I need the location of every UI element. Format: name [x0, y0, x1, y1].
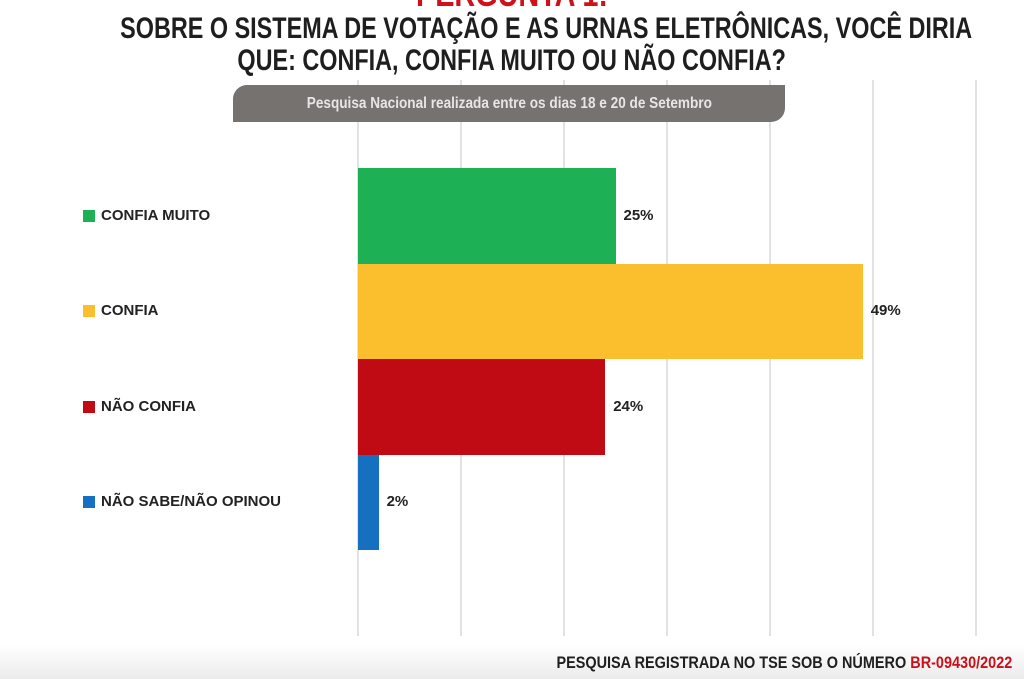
bar: [358, 168, 616, 264]
category-label: NÃO CONFIA: [101, 397, 196, 415]
legend-item: CONFIA: [83, 301, 159, 321]
legend-swatch: [83, 400, 95, 413]
title-line-1: SOBRE O SISTEMA DE VOTAÇÃO E AS URNAS EL…: [120, 12, 973, 45]
legend-swatch: [83, 305, 95, 318]
category-label: CONFIA: [101, 302, 159, 320]
legend-swatch: [83, 209, 95, 222]
subtitle-pill: Pesquisa Nacional realizada entre os dia…: [233, 85, 785, 122]
question-number: PERGUNTA 1:: [0, 0, 1024, 12]
bar: [358, 359, 606, 455]
category-label: NÃO SABE/NÃO OPINOU: [101, 493, 282, 511]
bar: [358, 263, 863, 359]
legend-item: NÃO CONFIA: [83, 397, 196, 417]
footer-text: PESQUISA REGISTRADA NO TSE SOB O NÚMERO …: [556, 653, 1012, 672]
registration-code: BR-09430/2022: [909, 653, 1012, 672]
gridline: [872, 80, 874, 636]
legend-item: NÃO SABE/NÃO OPINOU: [83, 492, 281, 512]
gridline: [975, 80, 977, 636]
data-label: 49%: [870, 302, 901, 320]
data-label: 25%: [623, 206, 654, 224]
legend-swatch: [83, 496, 95, 509]
legend-item: CONFIA MUITO: [83, 206, 210, 226]
footer-band: [0, 645, 1024, 679]
category-label: CONFIA MUITO: [101, 206, 211, 224]
data-label: 24%: [613, 397, 644, 415]
data-label: 2%: [386, 493, 409, 511]
question-number-text: PERGUNTA 1:: [416, 0, 608, 12]
bar: [358, 454, 379, 550]
title-line-2: QUE: CONFIA, CONFIA MUITO OU NÃO CONFIA?: [237, 44, 787, 77]
